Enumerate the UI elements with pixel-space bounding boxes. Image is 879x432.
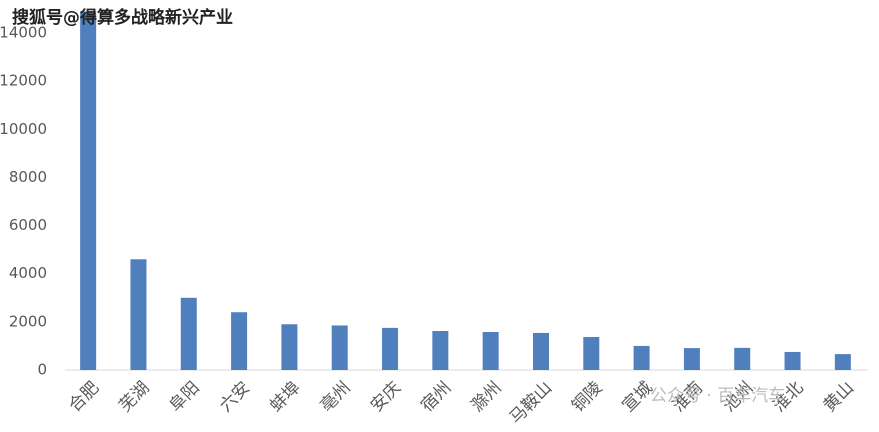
x-tick-label: 阜阳 — [166, 378, 204, 416]
y-tick-label: 12000 — [0, 72, 47, 90]
bar — [281, 324, 298, 370]
x-tick-label: 滁州 — [468, 378, 506, 416]
x-tick-label: 合肥 — [65, 378, 103, 416]
watermark: 公众号 · 百车汽车 — [650, 386, 785, 406]
x-tick-label: 安庆 — [367, 378, 405, 416]
bar — [231, 312, 248, 370]
bar — [331, 325, 348, 370]
y-tick-label: 4000 — [9, 264, 47, 282]
x-tick-label: 蚌埠 — [266, 378, 304, 416]
x-tick-label: 亳州 — [317, 378, 355, 416]
x-tick-label: 马鞍山 — [506, 378, 556, 428]
y-tick-label: 0 — [37, 361, 47, 379]
bar — [180, 297, 197, 370]
bar — [683, 348, 700, 370]
bar — [432, 331, 449, 370]
bar — [532, 332, 549, 370]
x-tick-label: 铜陵 — [568, 378, 606, 416]
watermark: 搜狐号@得算多战略新兴产业 — [12, 7, 233, 28]
x-tick-label: 六安 — [216, 378, 254, 416]
bar — [583, 337, 600, 370]
bar — [80, 11, 97, 370]
bar — [382, 327, 399, 370]
bar — [633, 345, 650, 370]
bar — [734, 347, 751, 370]
x-tick-label: 黄山 — [820, 378, 858, 416]
y-tick-label: 10000 — [0, 120, 47, 138]
bar — [834, 354, 851, 370]
y-tick-label: 8000 — [9, 168, 47, 186]
bar — [482, 331, 499, 370]
bar — [130, 259, 147, 370]
x-tick-label: 芜湖 — [115, 378, 153, 416]
y-tick-label: 6000 — [9, 216, 47, 234]
y-tick-label: 14000 — [0, 24, 47, 42]
y-tick-label: 2000 — [9, 312, 47, 330]
x-tick-label: 宿州 — [417, 378, 455, 416]
bar — [784, 351, 801, 370]
